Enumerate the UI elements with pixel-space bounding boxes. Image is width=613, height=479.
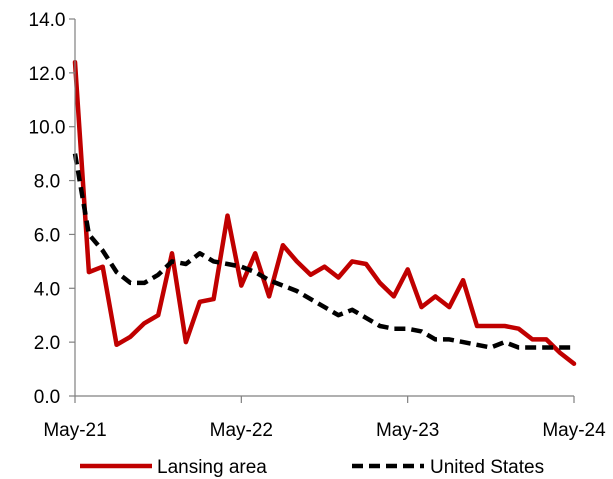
y-tick-label: 10.0 bbox=[29, 118, 66, 139]
series-line-1 bbox=[72, 153, 574, 350]
y-tick-label: 8.0 bbox=[34, 172, 60, 193]
legend-item-1: United States bbox=[352, 457, 544, 478]
series-0 bbox=[72, 59, 577, 366]
y-tick-label: 2.0 bbox=[34, 333, 60, 354]
x-tick-label: May-22 bbox=[210, 420, 273, 441]
legend-label: Lansing area bbox=[157, 457, 267, 478]
y-axis-tick-labels: 0.0 2.0 4.0 6.0 8.0 10.0 12.0 14.0 bbox=[29, 10, 66, 408]
series-1 bbox=[72, 153, 574, 350]
legend: Lansing area United States bbox=[80, 457, 544, 478]
y-tick-label: 0.0 bbox=[34, 387, 60, 408]
legend-label: United States bbox=[430, 457, 544, 478]
y-tick-label: 12.0 bbox=[29, 64, 66, 85]
y-tick-label: 14.0 bbox=[29, 10, 66, 31]
x-axis-tick-labels: May-21 May-22 May-23 May-24 bbox=[43, 420, 606, 441]
y-tick-label: 6.0 bbox=[34, 225, 60, 246]
x-tick-label: May-23 bbox=[376, 420, 439, 441]
x-axis-ticks bbox=[74, 396, 575, 403]
y-tick-label: 4.0 bbox=[34, 279, 60, 300]
series-line-0 bbox=[72, 59, 577, 366]
legend-item-0: Lansing area bbox=[80, 457, 267, 478]
series-layer bbox=[72, 59, 577, 366]
x-tick-label: May-21 bbox=[43, 420, 106, 441]
y-axis-ticks bbox=[69, 18, 75, 397]
x-tick-label: May-24 bbox=[542, 420, 606, 441]
